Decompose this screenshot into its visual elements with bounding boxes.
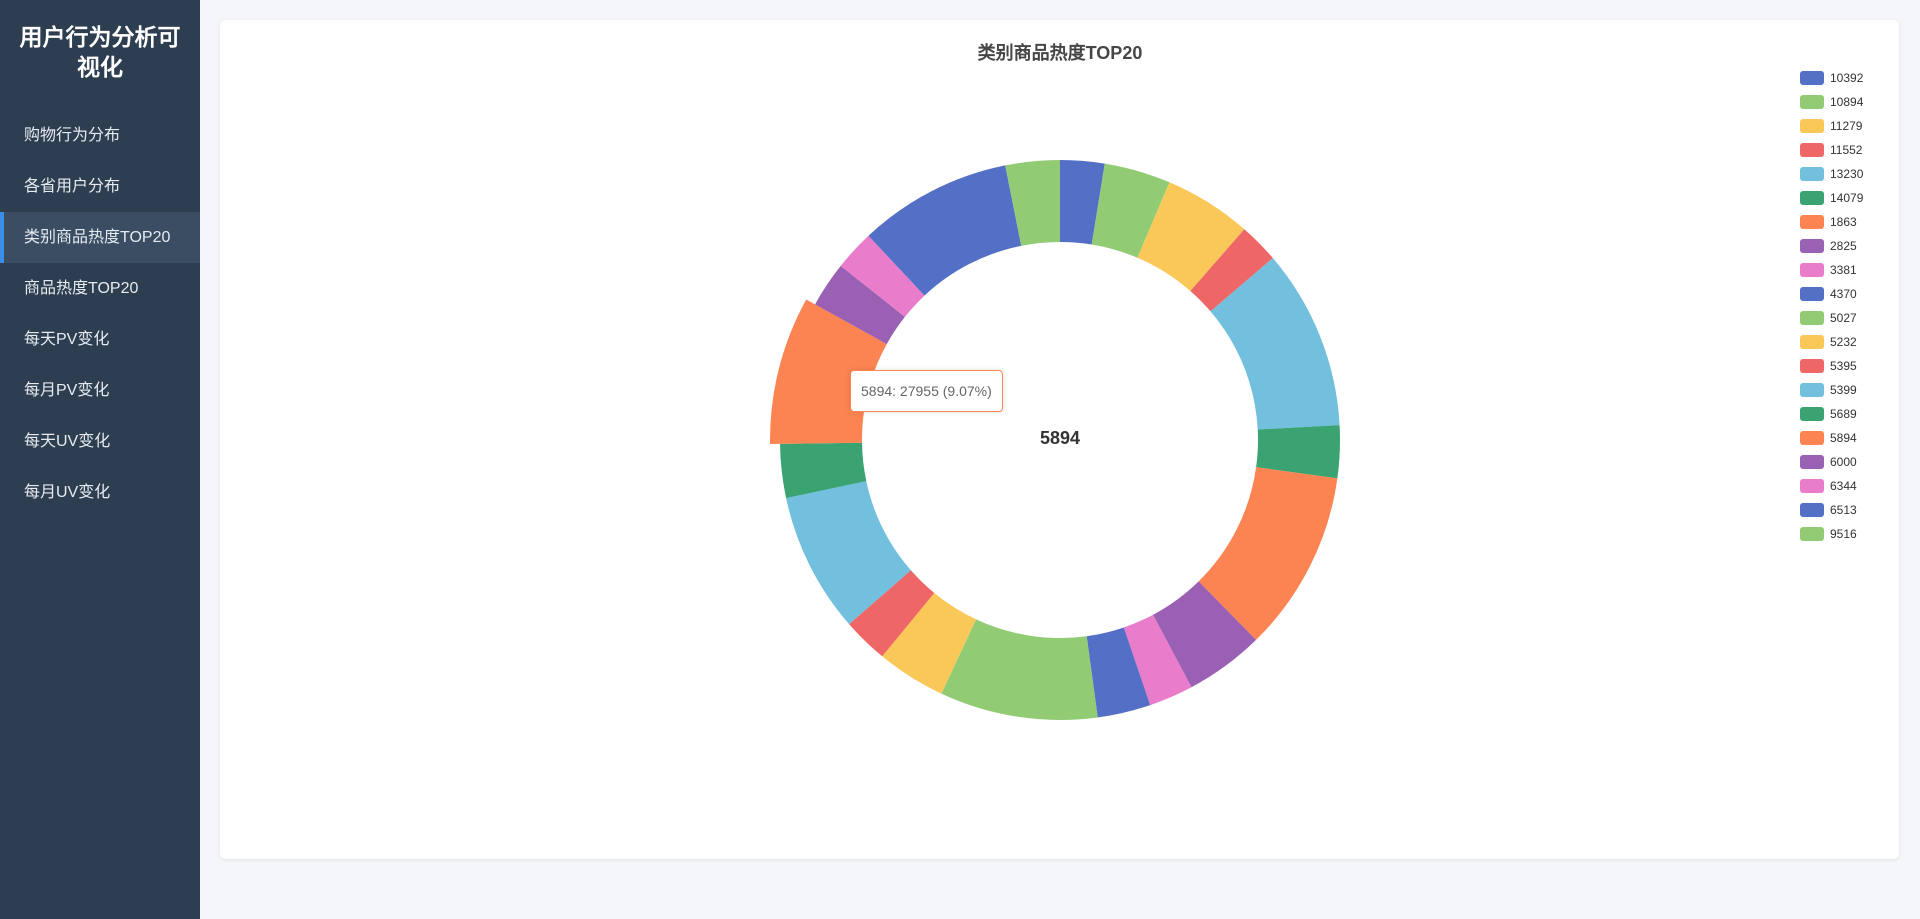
pie-slice-6344[interactable]	[840, 235, 925, 317]
legend-item-10392[interactable]: 10392	[1800, 71, 1864, 85]
legend-label: 4370	[1830, 287, 1857, 301]
pie-slice-13230[interactable]	[1210, 258, 1340, 430]
legend-label: 13230	[1830, 167, 1864, 181]
legend-item-5399[interactable]: 5399	[1800, 383, 1857, 397]
pie-slice-5399[interactable]	[786, 481, 911, 625]
sidebar-item-product-top20[interactable]: 商品热度TOP20	[24, 280, 139, 297]
legend-swatch	[1800, 191, 1824, 205]
donut-chart: 类别商品热度TOP20 5894 10392 10894 11279 11552 132…	[770, 42, 1864, 721]
legend-label: 5232	[1830, 335, 1857, 349]
sidebar-nav: 购物行为分布 各省用户分布 类别商品热度TOP20 商品热度TOP20 每天PV…	[0, 110, 200, 518]
pie-slice-6000[interactable]	[815, 265, 905, 345]
chart-title: 类别商品热度TOP20	[978, 42, 1143, 63]
legend-label: 6000	[1830, 455, 1857, 469]
legend-swatch	[1800, 167, 1824, 181]
legend-swatch	[1800, 455, 1824, 469]
legend-label: 5689	[1830, 407, 1857, 421]
pie-slice-10392[interactable]	[1060, 160, 1105, 245]
legend-item-5894[interactable]: 5894	[1800, 431, 1857, 445]
legend-swatch	[1800, 407, 1824, 421]
legend-item-11279[interactable]: 11279	[1800, 119, 1863, 133]
sidebar-item-daily-pv[interactable]: 每天PV变化	[24, 331, 110, 348]
legend-label: 14079	[1830, 191, 1864, 205]
legend-label: 11552	[1830, 143, 1863, 157]
sidebar-item-shopping-behavior[interactable]: 购物行为分布	[24, 127, 121, 144]
sidebar-item-monthly-uv[interactable]: 每月UV变化	[24, 484, 111, 501]
pie-slice-2825[interactable]	[1152, 581, 1257, 688]
pie-slice-1863[interactable]	[1198, 467, 1338, 640]
legend-swatch	[1800, 311, 1824, 325]
legend-label: 10392	[1830, 71, 1864, 85]
legend-item-5027[interactable]: 5027	[1800, 311, 1857, 325]
legend-swatch	[1800, 215, 1824, 229]
legend-item-2825[interactable]: 2825	[1800, 239, 1857, 253]
legend-item-5689[interactable]: 5689	[1800, 407, 1857, 421]
pie-slice-5689[interactable]	[780, 442, 867, 499]
legend-label: 5027	[1830, 311, 1857, 325]
pie-slice-9516[interactable]	[1005, 160, 1060, 246]
center-label: 5894	[1040, 428, 1080, 448]
sidebar-item-category-top20[interactable]: 类别商品热度TOP20	[0, 212, 200, 263]
legend-swatch	[1800, 503, 1824, 517]
sidebar-item-province-users[interactable]: 各省用户分布	[24, 178, 121, 195]
pie-slices	[770, 160, 1340, 721]
legend-label: 11279	[1830, 119, 1863, 133]
legend-item-3381[interactable]: 3381	[1800, 263, 1857, 277]
legend-swatch	[1800, 263, 1824, 277]
legend-item-5232[interactable]: 5232	[1800, 335, 1857, 349]
legend-swatch	[1800, 143, 1824, 157]
legend-label: 2825	[1830, 239, 1857, 253]
legend-swatch	[1800, 95, 1824, 109]
legend-swatch	[1800, 119, 1824, 133]
legend-item-1863[interactable]: 1863	[1800, 215, 1857, 229]
app-title: 用户行为分析可视化	[19, 24, 181, 80]
sidebar-item-daily-uv[interactable]: 每天UV变化	[24, 433, 111, 450]
legend-swatch	[1800, 287, 1824, 301]
sidebar-item-monthly-pv[interactable]: 每月PV变化	[24, 382, 110, 399]
legend-item-6000[interactable]: 6000	[1800, 455, 1857, 469]
legend-label: 9516	[1830, 527, 1857, 541]
legend-item-5395[interactable]: 5395	[1800, 359, 1857, 373]
chart-card: 类别商品热度TOP20 5894 10392 10894 11279 11552 132…	[220, 20, 1899, 859]
legend-label: 5399	[1830, 383, 1857, 397]
legend-swatch	[1800, 359, 1824, 373]
legend-label: 5395	[1830, 359, 1857, 373]
legend-item-13230[interactable]: 13230	[1800, 167, 1864, 181]
legend-swatch	[1800, 383, 1824, 397]
pie-slice-11279[interactable]	[1137, 182, 1245, 291]
legend-label: 1863	[1830, 215, 1857, 229]
legend-label: 5894	[1830, 431, 1857, 445]
legend-item-11552[interactable]: 11552	[1800, 143, 1863, 157]
pie-slice-5027[interactable]	[941, 619, 1098, 721]
legend-item-14079[interactable]: 14079	[1800, 191, 1864, 205]
legend-swatch	[1800, 431, 1824, 445]
legend-swatch	[1800, 239, 1824, 253]
chart-legend: 10392 10894 11279 11552 13230 14079 1863 2825 33…	[1800, 71, 1864, 541]
legend-label: 10894	[1830, 95, 1864, 109]
sidebar: 用户行为分析可视化 购物行为分布 各省用户分布 类别商品热度TOP20 商品热度…	[0, 0, 200, 919]
pie-slice-11552[interactable]	[1190, 229, 1273, 312]
legend-swatch	[1800, 335, 1824, 349]
pie-slice-10894[interactable]	[1091, 163, 1170, 258]
pie-slice-14079[interactable]	[1256, 425, 1340, 479]
legend-label: 6513	[1830, 503, 1857, 517]
legend-label: 6344	[1830, 479, 1857, 493]
legend-item-6513[interactable]: 6513	[1800, 503, 1857, 517]
legend-item-9516[interactable]: 9516	[1800, 527, 1857, 541]
slice-tooltip: 5894: 27955 (9.07%)	[850, 370, 1003, 412]
pie-slice-5232[interactable]	[882, 592, 977, 694]
pie-slice-6513[interactable]	[868, 165, 1022, 296]
legend-item-10894[interactable]: 10894	[1800, 95, 1864, 109]
legend-item-6344[interactable]: 6344	[1800, 479, 1857, 493]
pie-slice-3381[interactable]	[1123, 614, 1192, 706]
legend-swatch	[1800, 479, 1824, 493]
pie-slice-5395[interactable]	[849, 570, 935, 657]
legend-swatch	[1800, 527, 1824, 541]
pie-slice-4370[interactable]	[1086, 627, 1151, 718]
legend-label: 3381	[1830, 263, 1857, 277]
legend-swatch	[1800, 71, 1824, 85]
legend-item-4370[interactable]: 4370	[1800, 287, 1857, 301]
